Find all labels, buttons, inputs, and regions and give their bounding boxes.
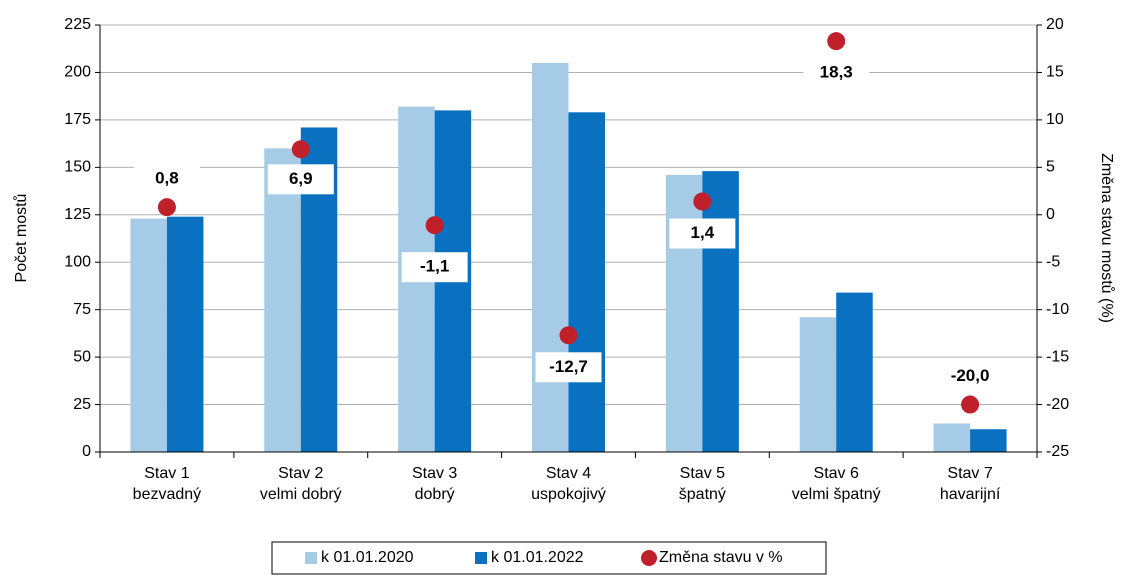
x-tick-label: velmi dobrý [260, 486, 342, 503]
x-tick-label: havarijní [940, 486, 1001, 503]
point [827, 32, 846, 51]
y2-tick-label: 0 [1046, 206, 1055, 223]
y2-tick-label: -10 [1046, 301, 1069, 318]
y-axis-title: Počet mostů [12, 194, 30, 283]
y2-tick-label: 20 [1046, 16, 1064, 33]
y2-axis-title: Změna stavu mostů (%) [1098, 153, 1116, 323]
legend-label: k 01.01.2022 [491, 549, 584, 566]
y2-tick-label: -15 [1046, 348, 1069, 365]
data-label-box [401, 252, 468, 283]
legend-swatch [305, 552, 317, 564]
x-tick-label: Stav 3 [412, 465, 457, 482]
data-label-box [669, 218, 736, 249]
data-label: 0,8 [155, 169, 179, 188]
x-tick-label: bezvadný [133, 486, 202, 503]
legend-marker [641, 550, 657, 566]
data-label-box [803, 58, 870, 89]
data-label-box [267, 164, 334, 195]
legend-label: Změna stavu v % [659, 549, 783, 566]
data-label: 18,3 [820, 63, 853, 82]
y-tick-label: 75 [73, 301, 91, 318]
y-tick-label: 125 [64, 206, 91, 223]
x-tick-label: špatný [679, 486, 726, 503]
data-label-box [937, 361, 1004, 392]
y2-tick-label: -25 [1046, 443, 1069, 460]
y2-tick-label: -20 [1046, 396, 1069, 413]
data-label-box [535, 352, 602, 383]
legend-label: k 01.01.2020 [321, 549, 414, 566]
bar [665, 174, 703, 452]
bar [130, 218, 167, 452]
data-label: -20,0 [951, 366, 990, 385]
data-label: 6,9 [289, 169, 313, 188]
data-label-box [133, 164, 200, 195]
y2-tick-label: -5 [1046, 253, 1060, 270]
y2-tick-label: 10 [1046, 111, 1064, 128]
data-label: 1,4 [691, 223, 715, 242]
bar [970, 429, 1007, 452]
data-label: -12,7 [549, 357, 588, 376]
bar [568, 112, 605, 452]
legend-box [271, 541, 827, 575]
data-label: -1,1 [420, 257, 449, 276]
x-tick-label: dobrý [415, 486, 455, 503]
point [961, 395, 980, 414]
y-tick-label: 225 [64, 16, 91, 33]
point [559, 326, 578, 345]
point [291, 140, 310, 159]
bar [933, 423, 971, 452]
bar [264, 148, 301, 452]
y-tick-label: 175 [64, 111, 91, 128]
y-tick-label: 150 [64, 159, 91, 176]
y2-tick-label: 5 [1046, 159, 1055, 176]
bar [532, 62, 569, 452]
point [425, 216, 444, 235]
bar [836, 292, 873, 452]
x-tick-label: Stav 1 [144, 465, 189, 482]
x-tick-label: Stav 6 [814, 465, 859, 482]
y-tick-label: 100 [64, 253, 91, 270]
bar [166, 216, 204, 452]
bar [702, 171, 739, 452]
y-tick-label: 200 [64, 64, 91, 81]
legend-swatch [475, 552, 487, 564]
x-tick-label: Stav 7 [947, 465, 992, 482]
x-tick-label: Stav 2 [278, 465, 323, 482]
y-tick-label: 0 [82, 443, 91, 460]
point [693, 192, 712, 211]
x-tick-label: uspokojivý [531, 486, 606, 503]
bar [799, 317, 837, 452]
y2-tick-label: 15 [1046, 64, 1064, 81]
x-tick-label: Stav 5 [680, 465, 725, 482]
x-tick-label: velmi špatný [792, 486, 881, 503]
point [157, 198, 176, 217]
y-tick-label: 50 [73, 348, 91, 365]
x-tick-label: Stav 4 [546, 465, 591, 482]
y-tick-label: 25 [73, 396, 91, 413]
